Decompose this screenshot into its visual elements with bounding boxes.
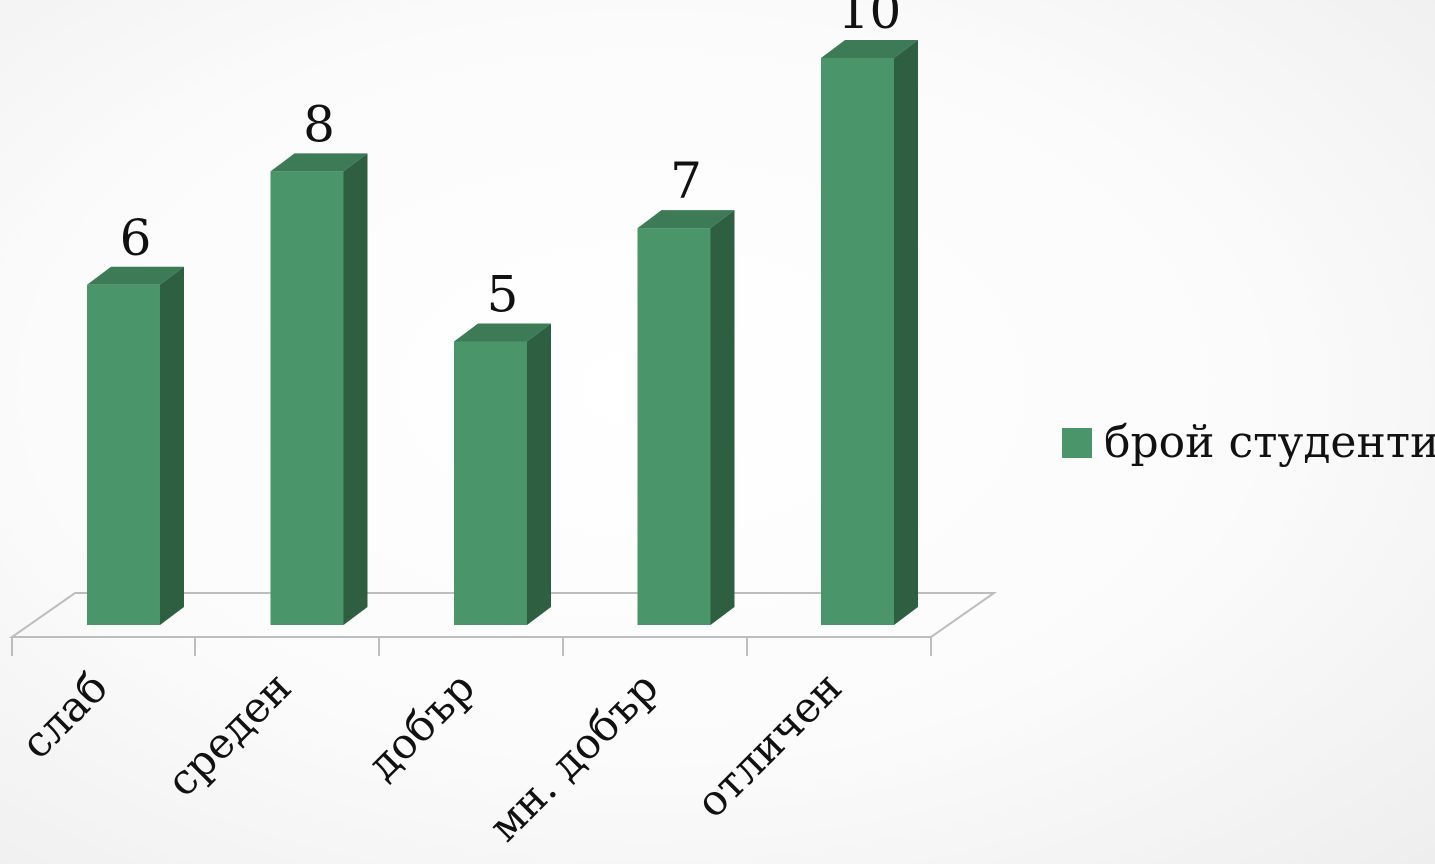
tick-label: среден — [157, 662, 301, 806]
bar-front — [454, 341, 527, 625]
legend[interactable]: брой студенти — [1062, 417, 1435, 468]
bar — [821, 40, 918, 625]
data-label: 7 — [670, 152, 702, 210]
data-label: 10 — [838, 0, 902, 40]
bar — [454, 323, 551, 625]
bar-top — [454, 323, 551, 342]
bar-side — [343, 153, 368, 625]
bar-side — [527, 323, 551, 625]
bar-top — [637, 210, 735, 229]
bar-front — [87, 284, 160, 625]
bar-top — [87, 266, 184, 285]
data-label: 8 — [303, 95, 335, 153]
bar-top — [821, 40, 918, 58]
bar-front — [637, 228, 711, 625]
bars — [87, 40, 918, 625]
tick-label: отличен — [686, 662, 851, 827]
data-label: 6 — [120, 209, 152, 267]
bar-side — [894, 40, 918, 625]
chart-floor — [8, 592, 998, 638]
tick-label: добър — [357, 662, 484, 789]
data-label: 5 — [487, 266, 519, 324]
bar-front — [821, 58, 894, 625]
bar — [637, 210, 735, 625]
tick-label: мн. добър — [479, 662, 667, 850]
bar — [87, 266, 184, 625]
bar-top — [270, 153, 368, 172]
legend-label: брой студенти — [1104, 417, 1435, 468]
data-labels: 6 8 5 7 10 — [120, 0, 902, 324]
bar-side — [160, 266, 184, 625]
bar — [270, 153, 368, 625]
bar-side — [710, 210, 735, 625]
tick-label: слаб — [11, 662, 117, 768]
bar-front — [270, 171, 344, 625]
legend-swatch — [1062, 428, 1092, 458]
